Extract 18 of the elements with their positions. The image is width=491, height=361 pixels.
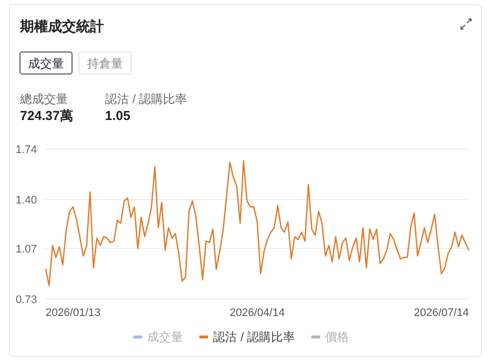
text: 成交量 [28, 56, 64, 70]
chart-title: 期權成交統計 [19, 18, 104, 34]
legend-label: 價格 [325, 330, 350, 344]
y-tick-label: 1.40 [16, 194, 37, 206]
text: 總成交量 [19, 92, 68, 106]
y-tick-label: 1.07 [16, 244, 37, 256]
x-tick-label: 2026/07/14 [414, 307, 469, 319]
text: 認沽 / 認購比率 [105, 92, 188, 106]
text: 持倉量 [87, 56, 123, 70]
y-tick-label: 0.73 [16, 294, 37, 306]
x-tick-label: 2026/01/13 [45, 307, 101, 319]
y-tick-label: 1.74 [16, 144, 37, 156]
line-series [45, 160, 470, 286]
legend-label: 成交量 [147, 330, 184, 344]
legend-label: 認沽 / 認購比率 [213, 330, 296, 344]
x-tick-label: 2026/04/14 [230, 307, 285, 319]
text: 1.05 [105, 108, 130, 123]
text: 724.37萬 [20, 108, 73, 123]
